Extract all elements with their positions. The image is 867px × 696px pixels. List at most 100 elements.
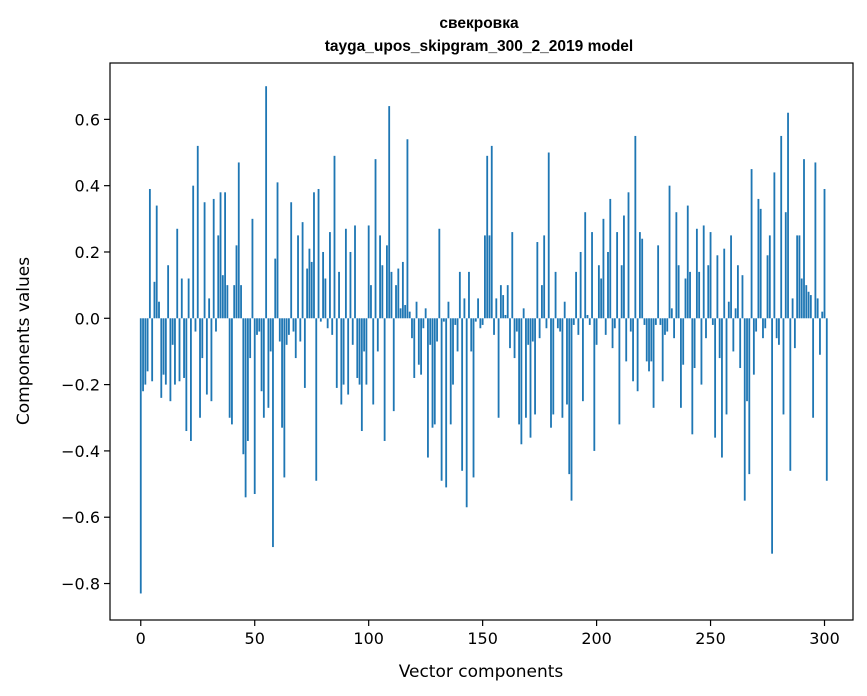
bar-65 bbox=[288, 318, 290, 335]
bar-185 bbox=[561, 318, 564, 418]
bar-79 bbox=[319, 318, 322, 322]
bar-270 bbox=[755, 318, 758, 332]
x-tick-label: 300 bbox=[809, 629, 840, 648]
bar-28 bbox=[203, 202, 206, 319]
bar-239 bbox=[684, 278, 687, 319]
bar-241 bbox=[689, 271, 691, 319]
bar-221 bbox=[643, 318, 646, 325]
bar-250 bbox=[709, 232, 712, 319]
bar-44 bbox=[240, 285, 242, 319]
bar-299 bbox=[821, 311, 824, 319]
bar-138 bbox=[454, 318, 457, 325]
bar-189 bbox=[570, 318, 573, 501]
bar-29 bbox=[205, 318, 208, 395]
bar-209 bbox=[616, 232, 619, 319]
bar-273 bbox=[762, 318, 764, 339]
bar-255 bbox=[721, 318, 723, 458]
bar-271 bbox=[757, 198, 760, 319]
bar-272 bbox=[759, 208, 762, 319]
bar-68 bbox=[294, 318, 297, 359]
bar-166 bbox=[518, 318, 521, 425]
bar-184 bbox=[559, 318, 562, 332]
bar-230 bbox=[664, 318, 666, 335]
bar-74 bbox=[308, 248, 311, 319]
bar-30 bbox=[208, 298, 211, 319]
bar-248 bbox=[705, 318, 707, 339]
bar-0 bbox=[139, 318, 142, 594]
bar-81 bbox=[324, 278, 327, 319]
x-tick-label: 200 bbox=[581, 629, 612, 648]
bar-32 bbox=[212, 198, 215, 319]
bar-187 bbox=[566, 318, 568, 405]
bar-232 bbox=[668, 185, 671, 319]
bar-124 bbox=[422, 318, 425, 329]
bar-269 bbox=[752, 318, 755, 375]
bar-11 bbox=[164, 318, 167, 385]
x-axis-ticks: 0 50 100 150 200 250 300 bbox=[136, 620, 840, 648]
bar-182 bbox=[554, 271, 557, 319]
bar-85 bbox=[333, 155, 336, 319]
bar-114 bbox=[399, 308, 402, 319]
bar-154 bbox=[490, 145, 493, 319]
bar-292 bbox=[805, 285, 808, 319]
bar-33 bbox=[215, 318, 217, 332]
bar-295 bbox=[812, 318, 815, 418]
bar-197 bbox=[588, 318, 591, 325]
bar-122 bbox=[417, 318, 420, 365]
bar-216 bbox=[632, 318, 634, 382]
bar-257 bbox=[725, 318, 728, 415]
bar-54 bbox=[262, 318, 265, 418]
bar-199 bbox=[593, 318, 596, 451]
bar-105 bbox=[379, 235, 381, 319]
bar-75 bbox=[310, 261, 313, 319]
bar-39 bbox=[228, 318, 231, 418]
bar-134 bbox=[445, 318, 448, 488]
bar-150 bbox=[481, 318, 484, 325]
bar-46 bbox=[244, 318, 247, 498]
bar-152 bbox=[486, 155, 489, 319]
bar-148 bbox=[477, 298, 479, 319]
bar-20 bbox=[185, 318, 188, 432]
bar-162 bbox=[509, 318, 511, 349]
bar-103 bbox=[374, 159, 377, 319]
y-tick-label: 0.4 bbox=[75, 177, 100, 196]
bar-35 bbox=[219, 192, 222, 319]
x-tick-label: 250 bbox=[695, 629, 726, 648]
bar-100 bbox=[367, 225, 370, 319]
bar-121 bbox=[415, 301, 418, 319]
bar-301 bbox=[825, 318, 828, 481]
bar-296 bbox=[814, 162, 817, 319]
bar-119 bbox=[411, 318, 413, 339]
bar-201 bbox=[597, 265, 600, 319]
bar-279 bbox=[775, 318, 778, 339]
bar-132 bbox=[440, 318, 443, 481]
bar-53 bbox=[260, 318, 263, 392]
bar-113 bbox=[397, 268, 400, 319]
bar-254 bbox=[718, 318, 721, 359]
bar-70 bbox=[299, 318, 302, 342]
bar-133 bbox=[442, 318, 445, 322]
bar-15 bbox=[174, 318, 176, 385]
bar-213 bbox=[625, 318, 628, 362]
bar-106 bbox=[381, 265, 384, 319]
bar-159 bbox=[502, 295, 505, 319]
bar-181 bbox=[552, 318, 555, 415]
bar-131 bbox=[438, 228, 441, 319]
bar-140 bbox=[458, 271, 461, 319]
bar-109 bbox=[388, 106, 391, 319]
bar-219 bbox=[638, 232, 641, 319]
bar-63 bbox=[283, 318, 286, 478]
bar-274 bbox=[764, 318, 767, 329]
bar-156 bbox=[495, 298, 498, 319]
bar-226 bbox=[654, 318, 657, 325]
bar-198 bbox=[591, 232, 593, 319]
bar-233 bbox=[670, 308, 673, 319]
bar-298 bbox=[819, 318, 821, 355]
bar-16 bbox=[176, 228, 179, 319]
bar-196 bbox=[586, 314, 589, 319]
bar-8 bbox=[158, 301, 160, 319]
bar-71 bbox=[301, 222, 304, 319]
bar-176 bbox=[540, 285, 543, 319]
bar-129 bbox=[433, 318, 436, 425]
